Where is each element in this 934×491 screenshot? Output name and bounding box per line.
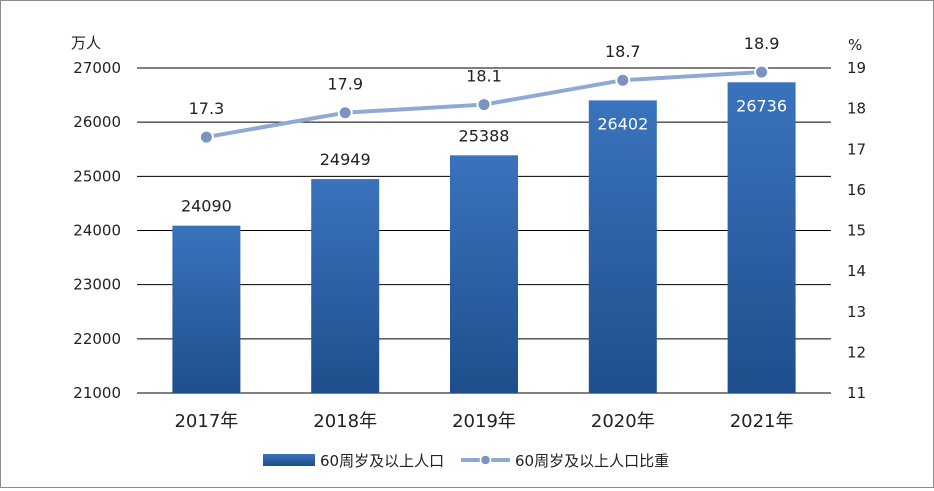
bar (450, 155, 518, 393)
x-axis-tick: 2018年 (313, 411, 377, 432)
x-axis-tick: 2020年 (591, 411, 655, 432)
x-axis-tick: 2021年 (730, 411, 794, 432)
bar (172, 225, 241, 393)
right-axis-tick: 16 (847, 181, 866, 199)
bar-data-label: 24090 (181, 197, 232, 216)
axes: 21000 22000 23000 24000 25000 26000 27000 11 12 1… (71, 34, 866, 432)
bar (311, 179, 380, 393)
legend: 60周岁及以上人口 60周岁及以上人口比重 (263, 452, 669, 470)
line-data-label: 18.7 (605, 42, 641, 61)
bar-data-label: 24949 (320, 150, 371, 169)
legend-line-label: 60周岁及以上人口比重 (515, 452, 669, 470)
bar (727, 82, 796, 394)
line-data-label: 17.3 (189, 99, 225, 118)
left-axis-tick: 25000 (73, 167, 121, 185)
line-point (198, 129, 214, 145)
legend-line-marker (479, 454, 492, 466)
left-axis-unit: 万人 (71, 34, 101, 52)
right-axis-tick: 13 (847, 303, 866, 321)
legend-bar-swatch (263, 454, 315, 466)
right-axis-tick: 17 (847, 140, 866, 158)
right-axis-tick: 18 (847, 100, 866, 118)
line-point (337, 105, 353, 121)
line-point (615, 72, 631, 88)
x-axis-tick: 2019年 (452, 411, 516, 432)
left-axis-tick: 23000 (73, 276, 121, 294)
left-axis-tick: 24000 (73, 222, 121, 240)
line-data-label: 17.9 (327, 75, 363, 94)
left-axis-tick: 22000 (73, 330, 121, 348)
bar-data-label: 25388 (459, 126, 510, 145)
bar (588, 100, 657, 394)
right-axis-tick: 12 (847, 343, 866, 361)
right-axis-tick: 14 (847, 262, 866, 280)
bar-data-label: 26736 (736, 96, 787, 115)
left-axis-tick: 21000 (73, 384, 121, 402)
line-point (476, 97, 492, 113)
left-axis-tick: 27000 (73, 59, 121, 77)
bar-data-label: 26402 (597, 114, 648, 133)
line-data-label: 18.1 (466, 67, 502, 86)
right-axis-tick: 15 (847, 222, 866, 240)
data-labels: 24090 24949 25388 26402 26736 17.3 17.9 18.1 18.… (181, 34, 787, 216)
left-axis-tick: 26000 (73, 113, 121, 131)
line-series (198, 64, 770, 145)
legend-bar-label: 60周岁及以上人口 (320, 452, 444, 470)
bar-series (172, 82, 796, 394)
right-axis-tick: 11 (847, 384, 866, 402)
x-axis-tick: 2017年 (174, 411, 238, 432)
line-data-label: 18.9 (744, 34, 780, 53)
right-axis-tick: 19 (847, 59, 866, 77)
right-axis-unit: % (848, 36, 862, 54)
line-point (754, 64, 770, 80)
